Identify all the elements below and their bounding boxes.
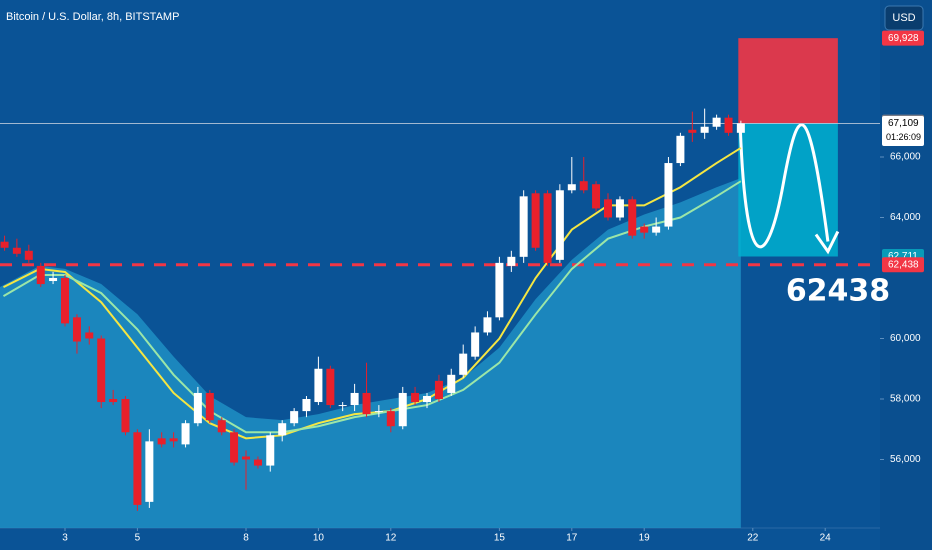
y-tick-label: 58,000 — [890, 394, 921, 405]
candle-body — [543, 193, 552, 263]
candle-body — [133, 432, 142, 505]
candle-body — [193, 392, 202, 424]
price-label-box — [882, 115, 924, 146]
candle-body — [483, 317, 492, 333]
candle-body — [495, 262, 504, 318]
candle-body — [688, 129, 697, 133]
candle-body — [592, 184, 601, 209]
candle-body — [61, 278, 70, 324]
plot: 56,000 58,000 60,000 64,000 66,000 3 5 8 10 12 15 1… — [0, 30, 924, 544]
candle-body — [555, 190, 564, 260]
candle-body — [0, 241, 9, 248]
price-label: 67,109 — [888, 118, 919, 129]
price-label-box — [882, 257, 924, 273]
chart-title: Bitcoin / U.S. Dollar, 8h, BITSTAMP — [6, 11, 179, 23]
candle-body — [72, 317, 81, 342]
x-tick-label: 5 — [135, 533, 141, 544]
currency-button[interactable] — [884, 5, 924, 31]
candle-body — [290, 411, 299, 424]
candle-body — [109, 399, 118, 403]
candle-body — [362, 392, 371, 415]
candle-body — [615, 199, 624, 218]
candle-body — [121, 399, 130, 433]
x-tick-label: 15 — [494, 533, 506, 544]
candle-body — [145, 441, 154, 502]
candle-body — [169, 438, 178, 442]
x-tick-label: 22 — [747, 533, 759, 544]
candle-body — [85, 332, 94, 339]
curve-arrow — [738, 123, 830, 249]
candle-body — [278, 423, 287, 436]
x-tick-label: 12 — [385, 533, 397, 544]
candle-body — [664, 163, 673, 227]
candle-body — [411, 392, 420, 403]
candle-body — [314, 368, 323, 403]
y-tick-label: 64,000 — [890, 212, 921, 223]
candle-body — [205, 392, 214, 421]
candle-body — [326, 368, 335, 406]
x-tick-label: 3 — [62, 533, 68, 544]
x-tick-label: 24 — [820, 533, 832, 544]
y-tick-label: 60,000 — [890, 333, 921, 344]
price-label-box — [882, 30, 924, 46]
candle-body — [97, 338, 106, 403]
candle-body — [724, 117, 733, 133]
candle-body — [640, 226, 649, 233]
candle-body — [447, 374, 456, 393]
candle-body — [302, 399, 311, 412]
candle-body — [567, 184, 576, 191]
candle-body — [531, 193, 540, 248]
candle-body — [12, 247, 21, 254]
candle-body — [652, 226, 661, 233]
price-label: 62,711 — [888, 251, 918, 262]
candle-body — [736, 123, 745, 133]
candle-body — [628, 199, 637, 236]
target-text: 62438 — [786, 273, 890, 308]
countdown: 01:26:09 — [886, 132, 921, 142]
candle-body — [242, 456, 251, 460]
candle-body — [507, 256, 516, 266]
y-tick-label: 56,000 — [890, 454, 921, 465]
candle-body — [181, 423, 190, 445]
candle-body — [519, 196, 528, 257]
candle-body — [253, 459, 262, 466]
candle-body — [266, 435, 275, 466]
candle-body — [338, 405, 347, 407]
ma-line — [3, 147, 742, 440]
candle-body — [712, 117, 721, 127]
x-tick-label: 8 — [243, 533, 249, 544]
candle-body — [398, 392, 407, 427]
y-tick-label: 66,000 — [890, 152, 921, 163]
price-label: 62,438 — [888, 259, 919, 270]
x-tick-label: 10 — [313, 533, 325, 544]
arrow-head — [814, 230, 840, 255]
candle-body — [374, 411, 383, 413]
candle-body — [700, 126, 709, 133]
candle-body — [49, 278, 58, 282]
price-axis-panel — [880, 0, 932, 550]
candle-body — [676, 135, 685, 164]
ma-line — [2, 180, 742, 434]
x-tick-label: 17 — [566, 533, 578, 544]
candle-body — [471, 332, 480, 357]
candle-body — [459, 353, 468, 375]
candle-body — [386, 411, 395, 427]
candle-body — [350, 392, 359, 406]
x-tick-label: 19 — [639, 533, 651, 544]
candle-body — [579, 181, 588, 191]
candle-body — [434, 380, 443, 400]
candle-body — [604, 199, 612, 218]
currency-button-label[interactable]: USD — [892, 12, 915, 24]
stop-zone — [738, 38, 838, 124]
candle-body — [24, 250, 33, 260]
candle-body — [423, 395, 432, 403]
price-label: 69,928 — [888, 33, 919, 44]
candle-body — [157, 438, 166, 445]
candle-body — [230, 432, 239, 463]
candle-body — [217, 420, 226, 433]
candle-body — [36, 265, 45, 285]
